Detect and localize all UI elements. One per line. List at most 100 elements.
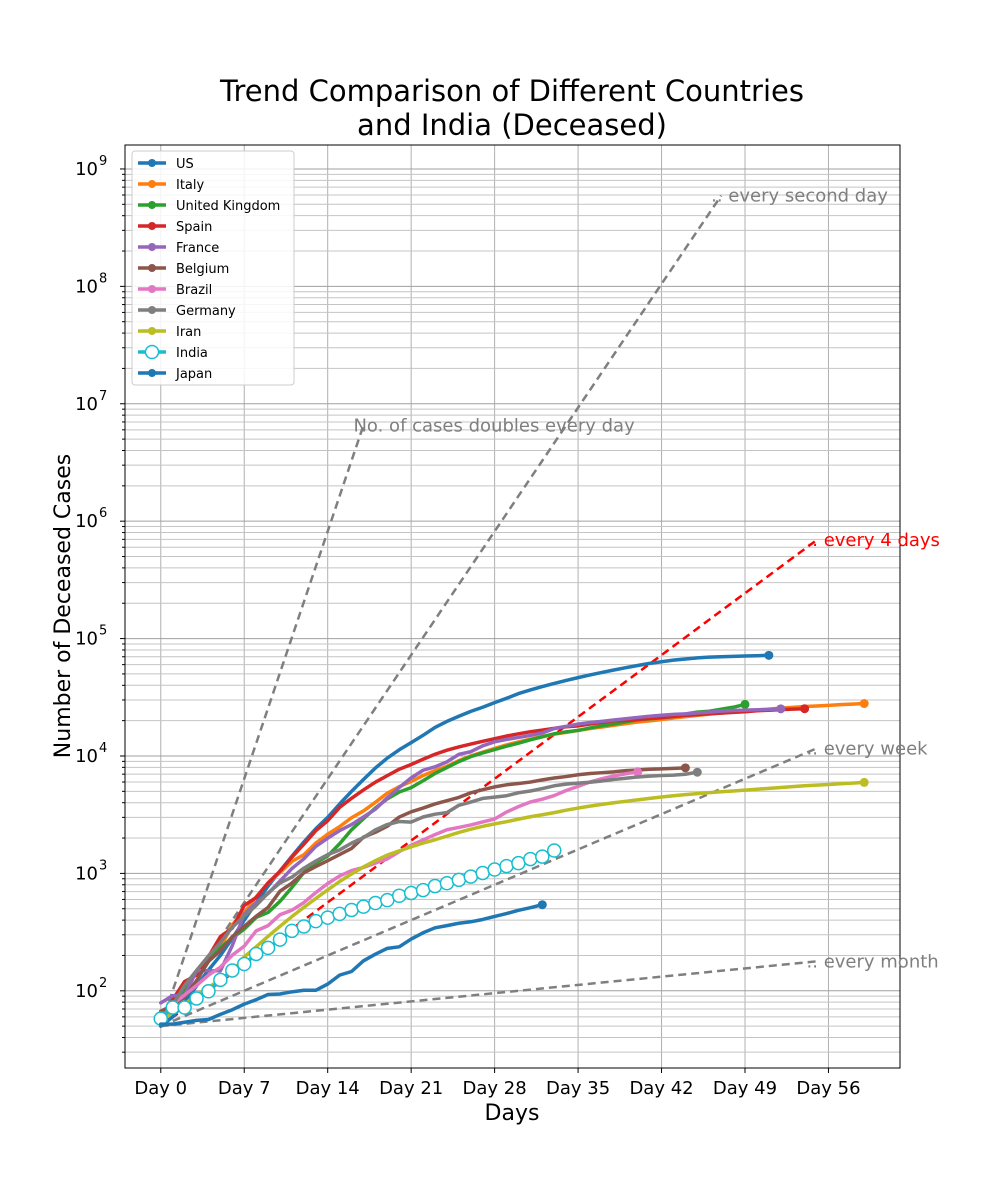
- x-axis-label: Days: [485, 1101, 540, 1126]
- y-tick-exponent: 9: [99, 154, 107, 169]
- grid: [125, 145, 900, 1068]
- x-tick-label: Day 49: [713, 1078, 777, 1099]
- series-point: [546, 843, 562, 858]
- legend-marker: [148, 327, 156, 335]
- x-tick-label: Day 35: [546, 1078, 610, 1099]
- series-point: [380, 892, 395, 908]
- legend-box: [131, 150, 295, 386]
- series-line: [159, 702, 747, 1023]
- series-line: [159, 902, 545, 1026]
- legend-label: Germany: [176, 304, 236, 319]
- legend-marker: [148, 180, 156, 188]
- series-point: [225, 963, 240, 978]
- legend-marker: [144, 344, 160, 360]
- series-point: [499, 858, 514, 874]
- legend-marker: [148, 159, 156, 167]
- legend-marker: [148, 201, 156, 209]
- y-tick-exponent: 3: [99, 858, 107, 873]
- series-point: [201, 984, 216, 999]
- series-point: [320, 910, 335, 925]
- legend-label: France: [176, 241, 219, 256]
- series-end-point: [800, 704, 810, 714]
- chart-title-line-2: and India (Deceased): [357, 108, 667, 142]
- x-tick-label: Day 56: [796, 1078, 860, 1099]
- legend-label: United Kingdom: [176, 199, 280, 214]
- series-point: [272, 932, 288, 947]
- series-point: [165, 1000, 180, 1015]
- y-tick-label: 10: [75, 159, 98, 180]
- reference-line-label: .. every 4 days: [807, 530, 940, 551]
- reference-line: [159, 424, 365, 1027]
- legend-label: Iran: [176, 325, 201, 340]
- series-point: [236, 956, 252, 972]
- series-point: [523, 851, 538, 867]
- series-point: [260, 940, 276, 956]
- series-point: [248, 946, 264, 962]
- reference-line-label: .. every month: [807, 951, 939, 972]
- legend-marker: [148, 243, 156, 251]
- legend-label: US: [176, 157, 194, 172]
- legend-label: Japan: [175, 367, 212, 382]
- y-tick-label: 10: [75, 863, 98, 884]
- series-end-point: [859, 777, 869, 787]
- legend-marker: [148, 306, 156, 314]
- series-point: [296, 919, 312, 934]
- legend-label: Italy: [176, 178, 205, 193]
- series-point: [415, 882, 431, 898]
- y-tick-exponent: 8: [99, 271, 107, 286]
- x-tick-label: Day 7: [218, 1078, 271, 1099]
- legend: US Italy United Kingdom Spain France Belgium B…: [131, 150, 295, 386]
- reference-line-label: No. of cases doubles every day: [353, 415, 635, 436]
- reference-line-label: .. every second day: [711, 186, 888, 207]
- series-point: [356, 899, 371, 914]
- reference-lines: [159, 194, 818, 1028]
- y-axis-label: Number of Deceased Cases: [51, 454, 76, 758]
- series-point: [403, 885, 419, 901]
- x-tick-label: Day 0: [134, 1078, 187, 1099]
- legend-label: Brazil: [176, 283, 212, 298]
- series-point: [284, 923, 300, 939]
- plot-frame: [124, 144, 901, 1069]
- chart-title-line-1: Trend Comparison of Different Countries: [219, 74, 804, 108]
- y-tick-exponent: 2: [99, 976, 107, 991]
- series-point: [308, 913, 324, 929]
- x-tick-label: Day 42: [629, 1078, 693, 1099]
- series-end-point: [537, 900, 547, 910]
- x-tick-label: Day 28: [463, 1078, 527, 1099]
- series-end-point: [859, 699, 869, 709]
- y-tick-label: 10: [75, 981, 98, 1002]
- y-tick-label: 10: [75, 746, 98, 767]
- y-tick-label: 10: [75, 629, 98, 650]
- series-point: [535, 849, 550, 864]
- legend-marker: [148, 369, 156, 377]
- y-tick-exponent: 6: [99, 506, 107, 521]
- series-point: [427, 878, 443, 894]
- reference-line-label: .. every week: [807, 738, 929, 759]
- series-point: [487, 862, 502, 877]
- series-end-point: [764, 650, 774, 660]
- legend-label: India: [176, 346, 208, 361]
- series-line: [159, 766, 688, 1013]
- series-line: [159, 770, 700, 1024]
- reference-line: [160, 960, 817, 1028]
- x-axis-ticks: Day 0 Day 7 Day 14 Day 21 Day 28 Day 35 Day 42…: [134, 1068, 861, 1099]
- series-point: [451, 872, 467, 888]
- y-tick-label: 10: [75, 511, 98, 532]
- reference-line: [160, 747, 818, 1028]
- series-point: [344, 902, 359, 918]
- series-point: [213, 972, 228, 988]
- x-tick-label: Day 21: [379, 1078, 443, 1099]
- series-end-point: [692, 767, 702, 777]
- x-tick-label: Day 14: [296, 1078, 360, 1099]
- y-tick-label: 10: [75, 276, 98, 297]
- series-lines: [153, 650, 869, 1028]
- series-point: [391, 888, 407, 904]
- series-point: [475, 865, 490, 881]
- series-point: [439, 875, 455, 891]
- series-point: [368, 895, 383, 911]
- y-tick-exponent: 5: [99, 624, 107, 639]
- y-tick-exponent: 4: [99, 741, 107, 756]
- series-end-point: [740, 699, 750, 709]
